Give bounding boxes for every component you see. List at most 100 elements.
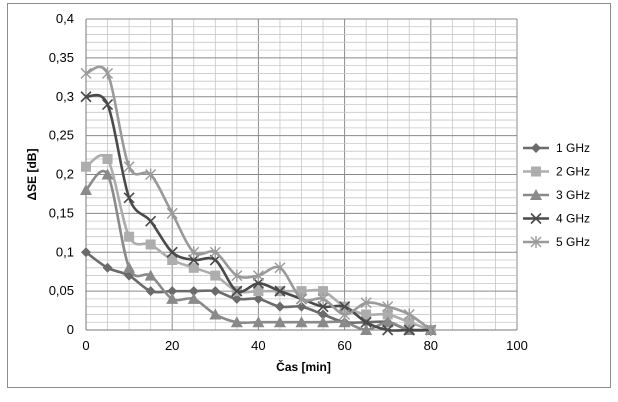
data-point-4-ghz: [339, 301, 351, 313]
x-tick-label: 80: [424, 338, 438, 353]
x-tick-label: 20: [165, 338, 179, 353]
legend-entry-4-ghz: 4 GHz: [523, 212, 590, 226]
data-point-2-ghz: [81, 161, 91, 172]
y-tick-label: 0: [67, 322, 74, 337]
y-tick-label: 0,25: [49, 128, 74, 143]
data-point-3-ghz: [360, 324, 373, 335]
data-point-2-ghz: [404, 317, 415, 328]
data-point-1-ghz: [167, 286, 178, 297]
legend-entry-3-ghz: 3 GHz: [523, 188, 590, 202]
x-tick-label: 60: [337, 338, 351, 353]
x-tick-label: 40: [251, 338, 265, 353]
data-point-3-ghz: [381, 316, 394, 328]
data-point-2-ghz: [318, 286, 329, 297]
legend-marker-square-icon: [531, 166, 541, 177]
data-point-3-ghz: [338, 316, 351, 328]
data-point-2-ghz: [188, 262, 199, 273]
legend-marker-star-icon: [530, 236, 542, 248]
data-point-3-ghz: [317, 316, 330, 328]
data-point-5-ghz: [403, 308, 415, 321]
data-point-4-ghz: [123, 192, 135, 204]
data-point-2-ghz: [361, 309, 372, 320]
data-point-2-ghz: [124, 231, 135, 242]
data-point-4-ghz: [252, 277, 264, 289]
y-tick-label: 0,1: [56, 244, 74, 259]
data-point-5-ghz: [339, 308, 351, 321]
x-tick-label: 0: [82, 338, 89, 353]
data-point-3-ghz: [230, 316, 243, 328]
data-point-4-ghz: [382, 324, 394, 336]
legend-marker-diamond-icon: [531, 143, 541, 153]
data-point-1-ghz: [102, 262, 113, 273]
legend-label: 2 GHz: [556, 165, 590, 179]
data-point-4-ghz: [317, 301, 329, 313]
data-point-5-ghz: [123, 160, 135, 173]
data-point-1-ghz: [210, 286, 221, 297]
data-point-4-ghz: [403, 324, 415, 336]
data-point-1-ghz: [81, 247, 91, 258]
data-point-2-ghz: [167, 255, 178, 266]
data-point-4-ghz: [274, 285, 286, 297]
data-point-1-ghz: [296, 301, 307, 312]
y-axis-title: ΔSE [dB]: [25, 149, 39, 201]
data-point-3-ghz: [187, 292, 200, 304]
data-point-1-ghz: [145, 286, 156, 297]
data-point-3-ghz: [123, 261, 136, 273]
legend-entry-5-ghz: 5 GHz: [523, 235, 590, 249]
series-layer: [80, 65, 437, 336]
y-tick-label: 0,3: [56, 89, 74, 104]
y-tick-label: 0,05: [49, 283, 74, 298]
data-point-3-ghz: [101, 168, 114, 180]
data-point-5-ghz: [360, 296, 372, 309]
y-tick-label: 0,4: [56, 11, 74, 26]
data-point-2-ghz: [253, 286, 264, 297]
data-point-5-ghz: [209, 246, 221, 259]
legend-entry-2-ghz: 2 GHz: [523, 165, 590, 179]
data-point-1-ghz: [318, 309, 329, 320]
legend-label: 3 GHz: [556, 188, 590, 202]
data-point-5-ghz: [166, 207, 178, 220]
data-point-2-ghz: [296, 286, 307, 297]
data-point-5-ghz: [274, 261, 286, 274]
data-point-3-ghz: [80, 184, 92, 196]
data-point-4-ghz: [80, 91, 92, 103]
legend: 1 GHz 2 GHz 3 GHz 4 GHz 5 GHz: [523, 141, 590, 249]
data-point-5-ghz: [188, 246, 200, 259]
legend-label: 4 GHz: [556, 212, 590, 226]
legend-marker-triangle-icon: [530, 189, 542, 200]
y-tick-label: 0,2: [56, 167, 74, 182]
legend-label: 1 GHz: [556, 141, 590, 155]
data-point-2-ghz: [382, 309, 393, 320]
series-5-ghz: [80, 65, 437, 336]
data-point-1-ghz: [231, 293, 242, 304]
data-point-1-ghz: [188, 286, 199, 297]
data-point-4-ghz: [231, 285, 243, 297]
data-point-5-ghz: [382, 300, 394, 313]
y-tick-label: 0,35: [49, 50, 74, 65]
data-point-3-ghz: [295, 316, 308, 328]
data-point-5-ghz: [296, 292, 307, 305]
data-point-5-ghz: [252, 269, 264, 282]
data-point-4-ghz: [188, 254, 200, 266]
data-point-4-ghz: [145, 215, 157, 227]
data-point-5-ghz: [317, 292, 329, 305]
data-point-5-ghz: [145, 168, 157, 181]
data-point-4-ghz: [166, 246, 178, 258]
data-point-4-ghz: [360, 316, 372, 328]
x-axis-title: Čas [min]: [276, 359, 331, 374]
data-point-3-ghz: [252, 316, 265, 328]
data-point-2-ghz: [145, 239, 156, 250]
data-point-3-ghz: [273, 316, 286, 328]
data-point-2-ghz: [102, 153, 113, 164]
legend-entry-1-ghz: 1 GHz: [523, 141, 590, 155]
legend-label: 5 GHz: [556, 235, 590, 249]
data-point-1-ghz: [274, 301, 285, 312]
data-point-3-ghz: [166, 292, 179, 304]
data-point-5-ghz: [102, 67, 114, 80]
data-point-5-ghz: [425, 324, 437, 336]
data-point-4-ghz: [101, 98, 114, 111]
data-point-5-ghz: [80, 67, 92, 80]
data-point-5-ghz: [231, 269, 243, 282]
legend-marker-x-icon: [530, 212, 542, 225]
